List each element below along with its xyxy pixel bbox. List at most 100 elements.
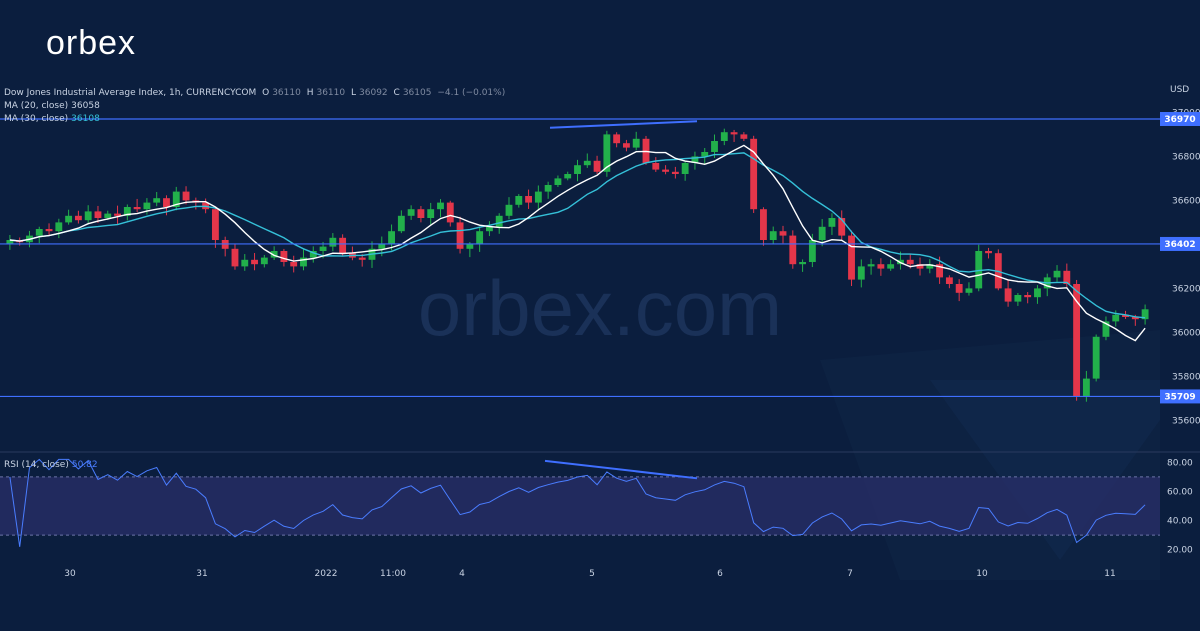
level-label: 35709 xyxy=(1164,392,1195,402)
candle-body xyxy=(45,229,53,232)
candle-body xyxy=(877,264,885,269)
price-tick-label: 35800 xyxy=(1172,372,1200,382)
candle-body xyxy=(887,264,895,269)
candle-body xyxy=(329,237,337,247)
rsi-tick-label: 60.00 xyxy=(1167,487,1193,497)
candle-body xyxy=(446,202,454,223)
candle-body xyxy=(114,213,121,216)
rsi-tick-label: 40.00 xyxy=(1167,517,1193,527)
rsi-line xyxy=(9,458,1146,547)
ma30-line xyxy=(9,152,1146,319)
candle-body xyxy=(123,207,131,216)
candle-body xyxy=(300,257,307,267)
candle-body xyxy=(906,259,914,265)
candle-body xyxy=(564,174,572,179)
candle-body xyxy=(818,226,826,240)
orbex-logo: orbex xyxy=(46,24,137,62)
candle-body xyxy=(309,251,317,258)
level-tag xyxy=(1160,389,1200,404)
candle-body xyxy=(1053,270,1061,278)
candle-body xyxy=(378,244,386,249)
candle-body xyxy=(867,264,875,267)
rsi-tick-label: 20.00 xyxy=(1167,546,1193,556)
candle-body xyxy=(55,222,63,232)
candle-body xyxy=(270,251,278,258)
candle-body xyxy=(583,160,591,166)
candle-body xyxy=(750,138,758,210)
candle-body xyxy=(603,134,611,172)
candle-body xyxy=(1004,288,1012,302)
chart-title: Dow Jones Industrial Average Index, 1h, … xyxy=(4,88,257,98)
rsi-legend[interactable]: RSI (14, close) 50.82 xyxy=(4,460,101,470)
candle-body xyxy=(407,209,415,216)
ma20-label: MA (20, close) xyxy=(4,101,69,111)
ma30-legend[interactable]: MA (30, close) 36108 xyxy=(4,114,103,124)
time-tick-label: 2022 xyxy=(315,569,338,579)
candle-body xyxy=(701,152,709,157)
ma20-legend[interactable]: MA (20, close) 36058 xyxy=(4,101,103,111)
candle-body xyxy=(182,191,190,201)
level-label: 36402 xyxy=(1164,240,1195,250)
candle-body xyxy=(495,215,503,227)
candle-body xyxy=(691,156,699,163)
candle-body xyxy=(1092,336,1100,379)
rsi-tick-label: 80.00 xyxy=(1167,458,1193,468)
candle-body xyxy=(1112,314,1120,322)
candle-body xyxy=(662,169,670,172)
candle-body xyxy=(1014,295,1022,302)
candle-body xyxy=(456,222,464,249)
candle-body xyxy=(632,138,640,148)
candle-body xyxy=(319,246,327,251)
candle-body xyxy=(65,215,73,223)
candle-body xyxy=(172,191,180,207)
time-tick-label: 31 xyxy=(196,569,207,579)
ohlc-readout: O 36110 H 36110 L 36092 C 36105 −4.1 (−0.01%… xyxy=(262,88,506,98)
candle-body xyxy=(965,288,973,293)
time-tick-label: 6 xyxy=(717,569,723,579)
candle-body xyxy=(808,240,816,262)
candle-body xyxy=(975,251,983,289)
rsi-value: 50.82 xyxy=(71,460,98,470)
candle-body xyxy=(358,257,366,260)
candle-body xyxy=(211,209,219,240)
candle-body xyxy=(417,209,425,218)
level-tag xyxy=(1160,112,1200,126)
candle-body xyxy=(485,226,493,232)
candle-body xyxy=(290,262,298,267)
candle-body xyxy=(74,215,82,221)
time-tick-label: 7 xyxy=(847,569,853,579)
candle-body xyxy=(251,259,258,265)
candle-body xyxy=(260,257,268,265)
candle-body xyxy=(35,229,43,236)
candle-body xyxy=(730,132,738,135)
time-tick-label: 10 xyxy=(976,569,988,579)
time-tick-label: 4 xyxy=(459,569,465,579)
candle-body xyxy=(769,231,777,240)
candle-body xyxy=(828,218,836,227)
candle-body xyxy=(671,171,679,174)
candle-body xyxy=(280,251,288,262)
candle-body xyxy=(339,237,347,254)
candle-body xyxy=(711,141,718,152)
level-tag xyxy=(1160,236,1200,251)
candle-body xyxy=(515,196,523,205)
price-tick-label: 35600 xyxy=(1172,416,1200,426)
ma20-value: 36058 xyxy=(71,101,100,111)
candle-body xyxy=(1063,270,1071,284)
candle-body xyxy=(799,262,807,265)
candle-body xyxy=(1141,309,1149,320)
backdrop-shape xyxy=(930,380,1160,560)
candle-body xyxy=(740,134,748,139)
candle-body xyxy=(720,132,728,141)
candle-body xyxy=(652,163,660,170)
candle-body xyxy=(936,264,944,278)
candle-body xyxy=(1131,317,1139,320)
candle-body xyxy=(143,202,151,210)
chart-title-legend: Dow Jones Industrial Average Index, 1h, … xyxy=(4,88,511,98)
time-tick-label: 11 xyxy=(1104,569,1115,579)
candle-body xyxy=(593,160,601,172)
time-tick-label: 5 xyxy=(589,569,595,579)
candle-body xyxy=(857,266,865,280)
candle-body xyxy=(1034,288,1041,298)
